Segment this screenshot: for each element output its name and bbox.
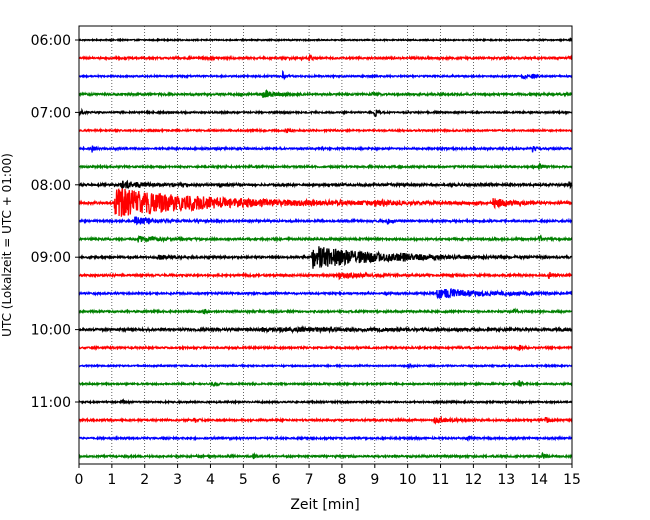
trace-row bbox=[78, 307, 573, 315]
x-tick-label: 11 bbox=[432, 472, 450, 488]
y-axis: 06:00 07:00 08:00 09:00 10:00 11:00 bbox=[31, 33, 79, 411]
x-tick-label: 12 bbox=[464, 472, 482, 488]
y-tick-label: 07:00 bbox=[31, 105, 71, 121]
trace-row bbox=[78, 288, 573, 300]
x-tick-label: 5 bbox=[239, 472, 248, 488]
x-tick-label: 8 bbox=[337, 472, 346, 488]
trace-row bbox=[78, 344, 573, 352]
trace-row bbox=[78, 188, 573, 217]
trace-row bbox=[78, 434, 573, 442]
x-tick-label: 0 bbox=[75, 472, 84, 488]
seismic-traces bbox=[78, 37, 573, 460]
trace-row bbox=[78, 246, 573, 269]
trace-row bbox=[78, 127, 573, 134]
trace-row bbox=[78, 145, 573, 153]
trace-row bbox=[78, 398, 573, 406]
x-tick-label: 4 bbox=[206, 472, 215, 488]
x-axis: 0 1 2 3 4 5 6 7 8 9 10 11 12 13 14 15 bbox=[75, 464, 581, 488]
x-tick-label: 10 bbox=[399, 472, 417, 488]
trace-row bbox=[78, 54, 573, 62]
vertical-grid bbox=[111, 26, 540, 464]
y-tick-label: 06:00 bbox=[31, 33, 71, 49]
x-tick-label: 15 bbox=[563, 472, 581, 488]
trace-row bbox=[78, 451, 573, 460]
x-tick-label: 7 bbox=[305, 472, 314, 488]
trace-row bbox=[78, 37, 573, 43]
y-axis-title: UTC (Lokalzeit = UTC + 01:00) bbox=[0, 153, 14, 337]
trace-row bbox=[78, 415, 573, 425]
trace-row bbox=[78, 380, 573, 388]
trace-row bbox=[78, 179, 573, 190]
y-tick-label: 11:00 bbox=[31, 395, 71, 411]
trace-row bbox=[78, 107, 573, 118]
x-tick-label: 6 bbox=[272, 472, 281, 488]
y-tick-label: 09:00 bbox=[31, 250, 71, 266]
trace-row bbox=[78, 325, 573, 335]
x-axis-title: Zeit [min] bbox=[290, 497, 359, 513]
x-tick-label: 9 bbox=[370, 472, 379, 488]
trace-row bbox=[78, 234, 573, 244]
trace-row bbox=[78, 216, 573, 226]
y-tick-label: 10:00 bbox=[31, 323, 71, 339]
plot-frame bbox=[78, 25, 573, 465]
x-tick-label: 14 bbox=[530, 472, 548, 488]
x-tick-label: 13 bbox=[497, 472, 515, 488]
trace-row bbox=[78, 271, 573, 281]
trace-row bbox=[78, 89, 573, 98]
x-tick-label: 1 bbox=[107, 472, 116, 488]
trace-row bbox=[78, 69, 573, 81]
x-tick-label: 2 bbox=[140, 472, 149, 488]
y-tick-label: 08:00 bbox=[31, 178, 71, 194]
x-tick-label: 3 bbox=[173, 472, 182, 488]
trace-row bbox=[78, 162, 573, 171]
trace-row bbox=[78, 362, 573, 370]
